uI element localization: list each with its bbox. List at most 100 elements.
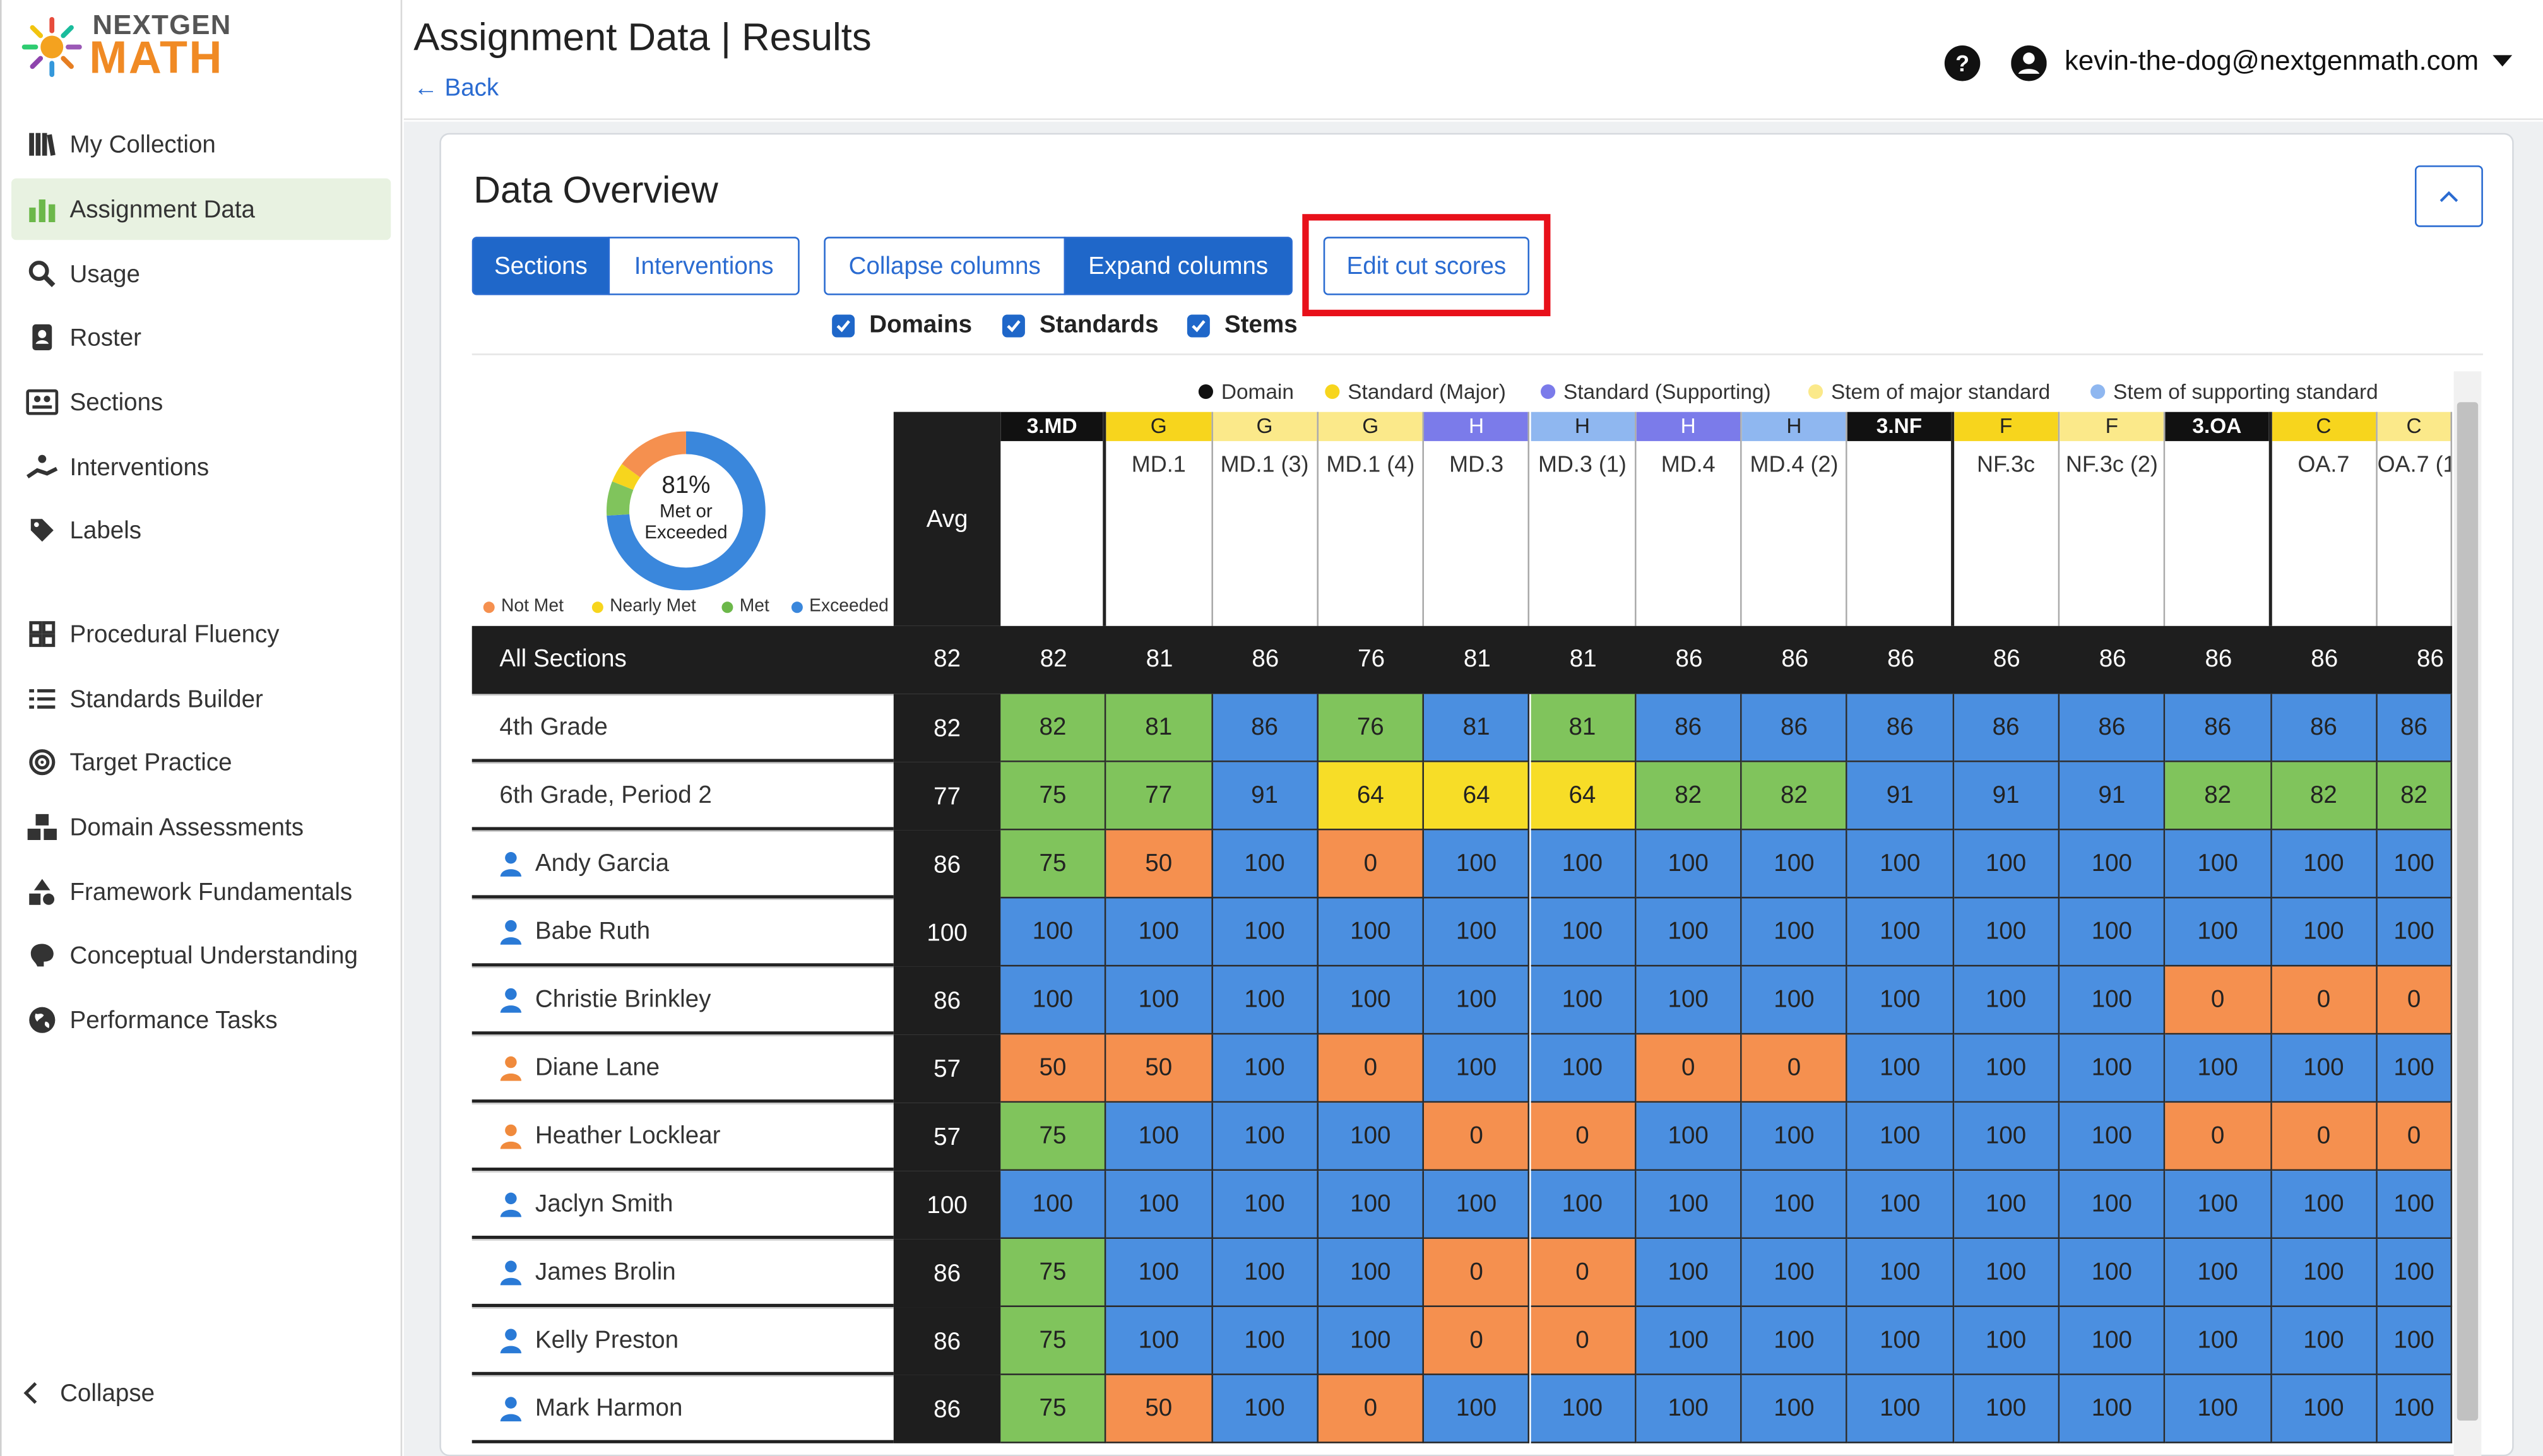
score-cell[interactable]: 100 — [1636, 966, 1742, 1035]
score-cell[interactable]: 100 — [1741, 830, 1848, 899]
score-cell[interactable]: 100 — [2060, 830, 2166, 899]
score-cell[interactable]: 82 — [2377, 762, 2453, 831]
score-cell[interactable]: 100 — [2377, 830, 2453, 899]
scrollbar-thumb[interactable] — [2457, 402, 2479, 1421]
score-cell[interactable]: 0 — [1424, 1239, 1531, 1308]
score-cell[interactable]: 0 — [1530, 1307, 1637, 1375]
sidebar-item-my-collection[interactable]: My Collection — [11, 114, 391, 175]
column-header[interactable]: G MD.1 (3) — [1212, 411, 1319, 626]
score-cell[interactable]: 100 — [1530, 1034, 1637, 1103]
sidebar-item-performance-tasks[interactable]: Performance Tasks — [11, 989, 391, 1051]
score-cell[interactable]: 100 — [1106, 898, 1212, 967]
score-cell[interactable]: 100 — [1847, 1171, 1954, 1240]
score-cell[interactable]: 64 — [1318, 762, 1425, 831]
score-cell[interactable]: 100 — [1953, 1307, 2060, 1375]
score-cell[interactable]: 100 — [1953, 1171, 2060, 1240]
column-header[interactable]: H MD.4 (2) — [1741, 411, 1848, 626]
collapse-card-button[interactable] — [2414, 165, 2483, 227]
score-cell[interactable]: 100 — [2060, 1375, 2166, 1443]
column-header[interactable]: F NF.3c — [1953, 411, 2060, 626]
score-cell[interactable]: 100 — [1424, 1171, 1531, 1240]
score-cell[interactable]: 100 — [1530, 966, 1637, 1035]
score-cell[interactable]: 100 — [1847, 1307, 1954, 1375]
tab-interventions[interactable]: Interventions — [608, 237, 800, 295]
tab-sections[interactable]: Sections — [471, 237, 610, 295]
score-cell[interactable]: 100 — [1424, 1375, 1531, 1443]
score-cell[interactable]: 100 — [1424, 1034, 1531, 1103]
score-cell[interactable]: 100 — [2060, 898, 2166, 967]
score-cell[interactable]: 0 — [2271, 1103, 2378, 1171]
score-cell[interactable]: 100 — [1212, 1375, 1319, 1443]
student-row-label[interactable]: Heather Locklear — [471, 1103, 894, 1171]
column-header[interactable]: G MD.1 — [1106, 411, 1212, 626]
score-cell[interactable]: 100 — [2377, 1171, 2453, 1240]
column-header[interactable]: G MD.1 (4) — [1318, 411, 1425, 626]
score-cell[interactable]: 0 — [1424, 1307, 1531, 1375]
score-cell[interactable]: 100 — [2271, 1034, 2378, 1103]
score-cell[interactable]: 86 — [1212, 694, 1319, 762]
score-cell[interactable]: 0 — [1636, 1034, 1742, 1103]
back-link[interactable]: ← Back — [413, 74, 499, 102]
score-cell[interactable]: 77 — [1106, 762, 1212, 831]
score-cell[interactable]: 100 — [1000, 898, 1107, 967]
score-cell[interactable]: 100 — [2271, 1171, 2378, 1240]
score-cell[interactable]: 0 — [2271, 966, 2378, 1035]
student-row-label[interactable]: Andy Garcia — [471, 830, 894, 899]
score-cell[interactable]: 0 — [1318, 830, 1425, 899]
score-cell[interactable]: 100 — [2377, 1239, 2453, 1308]
score-cell[interactable]: 100 — [1106, 1103, 1212, 1171]
sidebar-item-domain-assessments[interactable]: Domain Assessments — [11, 796, 391, 858]
score-cell[interactable]: 0 — [1741, 1034, 1848, 1103]
score-cell[interactable]: 100 — [1847, 830, 1954, 899]
score-cell[interactable]: 100 — [1741, 898, 1848, 967]
score-cell[interactable]: 100 — [2271, 1375, 2378, 1443]
score-cell[interactable]: 50 — [1106, 1034, 1212, 1103]
column-header[interactable]: H MD.3 (1) — [1530, 411, 1637, 626]
score-cell[interactable]: 64 — [1424, 762, 1531, 831]
sidebar-item-assignment-data[interactable]: Assignment Data — [11, 178, 391, 240]
score-cell[interactable]: 86 — [1953, 694, 2060, 762]
score-cell[interactable]: 50 — [1000, 1034, 1107, 1103]
score-cell[interactable]: 82 — [1741, 762, 1848, 831]
score-cell[interactable]: 100 — [1636, 1375, 1742, 1443]
score-cell[interactable]: 81 — [1106, 694, 1212, 762]
score-cell[interactable]: 75 — [1000, 1307, 1107, 1375]
score-cell[interactable]: 100 — [1741, 1103, 1848, 1171]
score-cell[interactable]: 82 — [1000, 694, 1107, 762]
score-cell[interactable]: 100 — [1106, 1239, 1212, 1308]
score-cell[interactable]: 100 — [1636, 1103, 1742, 1171]
score-cell[interactable]: 50 — [1106, 1375, 1212, 1443]
score-cell[interactable]: 86 — [1741, 694, 1848, 762]
score-cell[interactable]: 100 — [1424, 966, 1531, 1035]
score-cell[interactable]: 91 — [1953, 762, 2060, 831]
collapse-columns-button[interactable]: Collapse columns — [824, 237, 1066, 295]
score-cell[interactable]: 0 — [1318, 1034, 1425, 1103]
score-cell[interactable]: 100 — [1318, 1103, 1425, 1171]
score-cell[interactable]: 100 — [1106, 1307, 1212, 1375]
score-cell[interactable]: 100 — [2166, 1034, 2272, 1103]
score-cell[interactable]: 100 — [2377, 1034, 2453, 1103]
score-cell[interactable]: 100 — [2166, 1307, 2272, 1375]
score-cell[interactable]: 75 — [1000, 1103, 1107, 1171]
sidebar-item-labels[interactable]: Labels — [11, 499, 391, 561]
score-cell[interactable]: 0 — [2377, 1103, 2453, 1171]
all-sections-row[interactable]: All Sections 82 82 81 86 76 81 81 86 86 86 86 86 86… — [471, 625, 2453, 694]
score-cell[interactable]: 100 — [1530, 898, 1637, 967]
score-cell[interactable]: 100 — [1741, 1375, 1848, 1443]
edit-cut-scores-button[interactable]: Edit cut scores — [1323, 237, 1530, 295]
score-cell[interactable]: 100 — [1953, 1375, 2060, 1443]
expand-columns-button[interactable]: Expand columns — [1064, 237, 1293, 295]
column-header[interactable]: 3.OA — [2166, 411, 2272, 626]
sidebar-item-framework-fundamentals[interactable]: Framework Fundamentals — [11, 861, 391, 923]
account-icon[interactable] — [2011, 45, 2047, 81]
score-cell[interactable]: 0 — [1424, 1103, 1531, 1171]
score-cell[interactable]: 100 — [1636, 1307, 1742, 1375]
score-cell[interactable]: 100 — [1953, 898, 2060, 967]
score-cell[interactable]: 100 — [1212, 1307, 1319, 1375]
standards-checkbox[interactable]: Standards — [1002, 311, 1159, 339]
score-cell[interactable]: 100 — [1530, 1375, 1637, 1443]
score-cell[interactable]: 100 — [1636, 898, 1742, 967]
score-cell[interactable]: 100 — [1953, 1034, 2060, 1103]
score-cell[interactable]: 82 — [2271, 762, 2378, 831]
score-cell[interactable]: 0 — [1318, 1375, 1425, 1443]
